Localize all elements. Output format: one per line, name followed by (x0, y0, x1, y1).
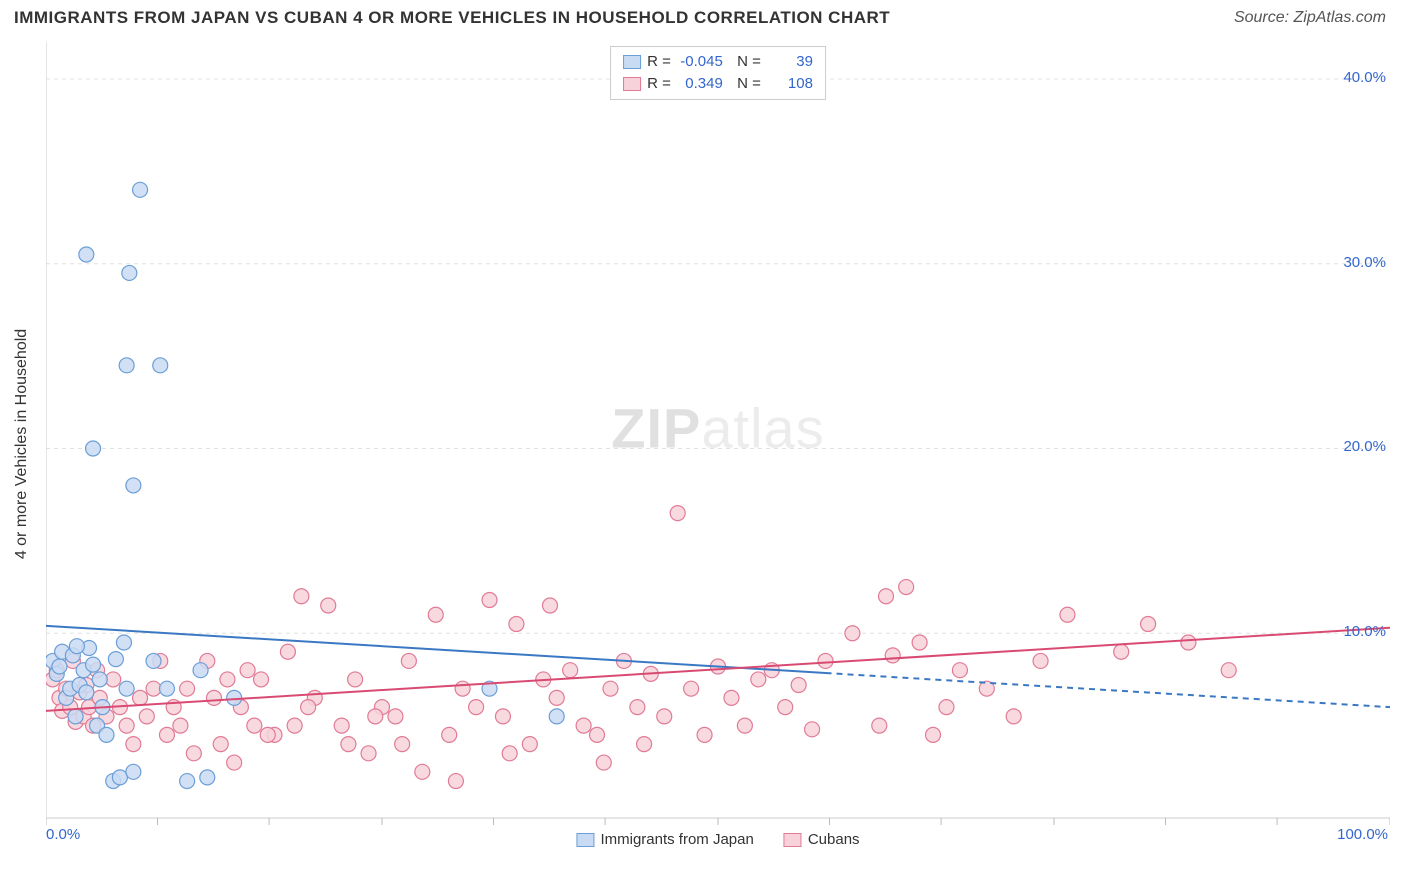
legend-swatch (576, 833, 594, 847)
legend-swatch (623, 55, 641, 69)
y-tick-label: 10.0% (1343, 623, 1386, 640)
legend-item: Immigrants from Japan (576, 831, 753, 848)
stat-n-value: 108 (767, 73, 813, 95)
y-tick-label: 30.0% (1343, 254, 1386, 271)
scatter-plot (46, 42, 1390, 846)
legend-item: Cubans (784, 831, 860, 848)
stat-n-value: 39 (767, 51, 813, 73)
stat-r-value: 0.349 (677, 73, 723, 95)
chart-title: IMMIGRANTS FROM JAPAN VS CUBAN 4 OR MORE… (14, 8, 890, 28)
legend-swatch (784, 833, 802, 847)
legend-label: Immigrants from Japan (600, 831, 753, 848)
chart-source: Source: ZipAtlas.com (1234, 9, 1386, 27)
stats-row: R = -0.045 N = 39 (623, 51, 813, 73)
y-axis-label: 4 or more Vehicles in Household (13, 329, 31, 559)
stat-r-value: -0.045 (677, 51, 723, 73)
legend-swatch (623, 77, 641, 91)
stats-row: R = 0.349 N = 108 (623, 73, 813, 95)
stats-legend: R = -0.045 N = 39 R = 0.349 N = 108 (610, 46, 826, 100)
bottom-legend: Immigrants from Japan Cubans (576, 831, 859, 848)
x-tick-label: 0.0% (46, 826, 80, 843)
chart-header: IMMIGRANTS FROM JAPAN VS CUBAN 4 OR MORE… (0, 0, 1406, 32)
x-tick-label: 100.0% (1337, 826, 1388, 843)
stat-r-label: R = (647, 73, 671, 95)
stat-n-label: N = (729, 73, 761, 95)
chart-container: 4 or more Vehicles in Household ZIPatlas… (46, 42, 1390, 846)
y-tick-label: 20.0% (1343, 438, 1386, 455)
y-tick-label: 40.0% (1343, 69, 1386, 86)
legend-label: Cubans (808, 831, 860, 848)
stat-n-label: N = (729, 51, 761, 73)
stat-r-label: R = (647, 51, 671, 73)
